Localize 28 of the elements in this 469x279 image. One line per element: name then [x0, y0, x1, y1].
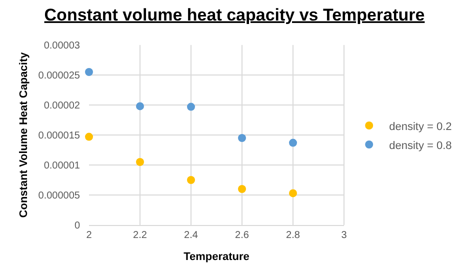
y-tick-label: 0.00003 [44, 40, 80, 52]
y-tick-label: 0 [74, 220, 80, 232]
y-tick-label: 0.000015 [38, 130, 80, 142]
y-axis-title: Constant Volume Heat Capacity [18, 51, 30, 218]
x-tick-label: 3 [341, 230, 348, 241]
point [85, 132, 93, 141]
x-tick-label: 2.8 [286, 230, 300, 241]
x-tick-label: 2.6 [235, 230, 250, 241]
point [85, 68, 93, 76]
y-tick-label: 0.000005 [38, 190, 80, 202]
x-tick-label: 2.2 [133, 230, 148, 241]
chart-title: Constant volume heat capacity vs Temperature [44, 5, 425, 24]
y-tick-label: 0.00002 [44, 100, 80, 112]
point [187, 176, 195, 184]
point [238, 134, 246, 142]
x-tick-label: 2 [86, 230, 92, 241]
x-axis-title: Temperature [184, 251, 250, 264]
point [289, 138, 297, 147]
point [136, 158, 144, 166]
y-tick-label: 0.00001 [44, 160, 80, 172]
legend-label: density = 0.2 [389, 120, 452, 133]
point [136, 102, 144, 110]
point [187, 102, 195, 111]
point [289, 189, 297, 198]
legend-label: density = 0.8 [389, 140, 452, 152]
point [238, 185, 246, 193]
y-tick-label: 0.000025 [38, 70, 80, 82]
x-tick-label: 2.4 [184, 230, 198, 241]
